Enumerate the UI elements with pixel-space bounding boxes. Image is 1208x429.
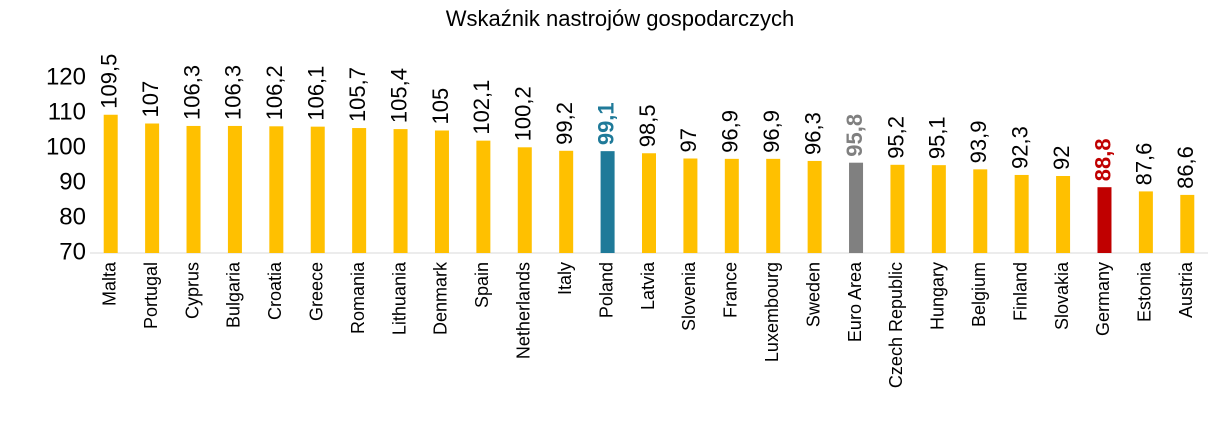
x-tick-label: Netherlands [514, 262, 534, 359]
bar [890, 164, 905, 253]
data-label: 99,1 [593, 102, 618, 145]
x-tick-label: Finland [1010, 262, 1030, 321]
x-tick-label: Cyprus [182, 262, 202, 319]
bar [600, 151, 615, 253]
x-tick-label: Slovenia [679, 261, 699, 331]
bar [1056, 176, 1071, 253]
data-label: 97 [676, 128, 701, 152]
y-tick-label: 90 [59, 168, 86, 195]
bar [931, 165, 946, 253]
bar [1097, 187, 1112, 253]
data-label: 87,6 [1132, 143, 1157, 186]
x-tick-label: Hungary [928, 262, 948, 330]
data-label: 106,1 [304, 66, 329, 121]
bar [145, 123, 160, 253]
x-tick-label: Croatia [265, 261, 285, 320]
data-label: 98,5 [635, 104, 660, 147]
bar [559, 150, 574, 253]
bar [269, 126, 284, 253]
x-tick-label: Bulgaria [224, 261, 244, 328]
y-tick-label: 110 [48, 98, 86, 125]
bar [310, 126, 325, 253]
data-label: 88,8 [1090, 138, 1115, 181]
data-label: 109,5 [97, 54, 122, 109]
bar [642, 153, 656, 253]
y-tick-label: 120 [46, 63, 86, 90]
x-tick-label: Germany [1093, 262, 1113, 336]
bar [434, 130, 449, 253]
bar [103, 114, 118, 253]
data-label: 105,4 [386, 68, 411, 123]
data-label: 95,2 [883, 116, 908, 159]
data-label: 96,3 [800, 112, 825, 155]
bar [393, 129, 408, 253]
bar [186, 125, 201, 253]
bar [973, 169, 988, 253]
bar [807, 160, 822, 253]
x-tick-label: Belgium [969, 262, 989, 327]
x-tick-label: Greece [306, 262, 326, 321]
data-label: 100,2 [511, 86, 536, 141]
chart-title: Wskaźnik nastrojów gospodarczych [446, 6, 794, 31]
y-tick-label: 100 [46, 133, 86, 160]
x-tick-label: Czech Republic [886, 262, 906, 388]
y-tick-label: 80 [59, 203, 86, 230]
data-label: 105,7 [345, 67, 370, 122]
bar [1180, 194, 1195, 253]
data-label: 95,1 [925, 116, 950, 159]
x-tick-label: Malta [99, 261, 119, 306]
data-label: 107 [138, 81, 163, 118]
x-tick-label: Spain [472, 262, 492, 308]
x-tick-label: France [721, 262, 741, 318]
x-tick-label: Luxembourg [762, 262, 782, 362]
data-label: 106,3 [221, 65, 246, 120]
data-label: 95,8 [842, 114, 867, 157]
bar [227, 125, 242, 253]
y-tick-label: 70 [59, 238, 86, 265]
bar [352, 128, 367, 253]
x-tick-label: Austria [1176, 261, 1196, 318]
data-label: 102,1 [469, 80, 494, 135]
x-tick-label: Romania [348, 261, 368, 334]
x-tick-label: Euro Area [845, 261, 865, 342]
x-tick-label: Poland [596, 262, 616, 318]
data-label: 106,2 [262, 65, 287, 120]
data-label: 99,2 [552, 102, 577, 145]
data-label: 93,9 [966, 121, 991, 164]
x-tick-label: Portugal [141, 262, 161, 329]
x-tick-label: Slovakia [1052, 261, 1072, 330]
bar [849, 162, 864, 253]
x-tick-label: Italy [555, 262, 575, 295]
data-label: 92 [1049, 146, 1074, 170]
x-tick-label: Estonia [1135, 261, 1155, 322]
x-tick-label: Lithuania [389, 261, 409, 335]
bar [517, 147, 532, 253]
bar [683, 158, 698, 253]
data-label: 96,9 [718, 110, 743, 153]
x-tick-label: Denmark [431, 261, 451, 335]
bar [766, 158, 781, 253]
bar [724, 158, 739, 253]
data-label: 86,6 [1173, 146, 1198, 189]
x-tick-label: Sweden [803, 262, 823, 327]
bar [1138, 191, 1153, 253]
data-label: 92,3 [1007, 126, 1032, 169]
data-label: 106,3 [179, 65, 204, 120]
x-tick-label: Latvia [638, 261, 658, 310]
data-label: 96,9 [759, 110, 784, 153]
data-label: 105 [428, 88, 453, 125]
bar [476, 140, 491, 253]
bar [1014, 174, 1029, 253]
